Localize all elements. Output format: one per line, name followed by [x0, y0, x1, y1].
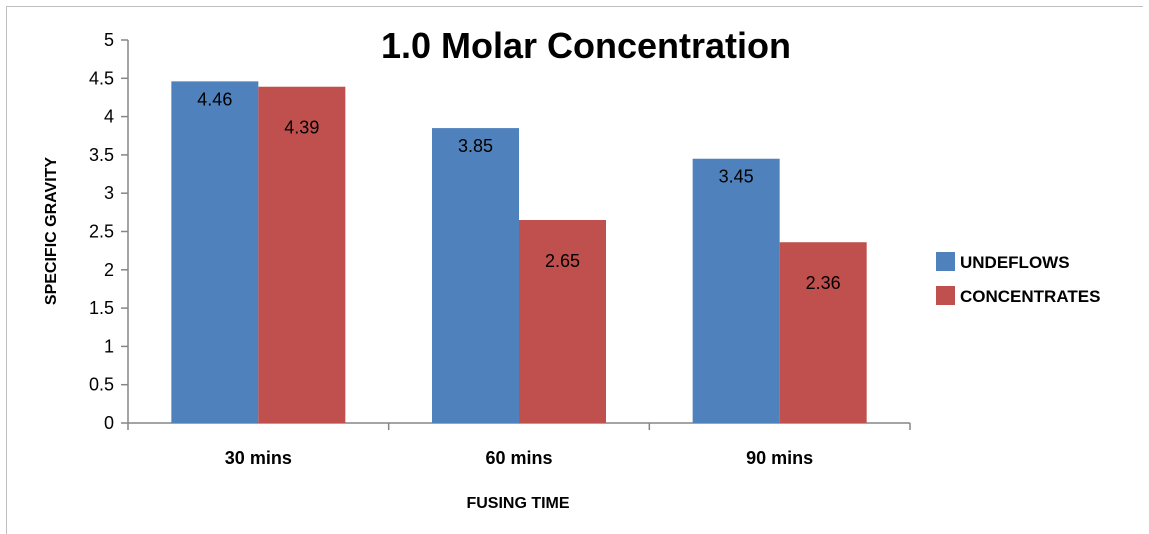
chart-title: 1.0 Molar Concentration: [381, 25, 791, 66]
x-category-label: 30 mins: [225, 448, 292, 468]
legend-label: UNDEFLOWS: [960, 253, 1070, 272]
legend-label: CONCENTRATES: [960, 287, 1100, 306]
x-category-label: 90 mins: [746, 448, 813, 468]
y-tick-label: 2: [104, 260, 114, 280]
data-label: 2.36: [806, 273, 841, 293]
y-tick-label: 5: [104, 30, 114, 50]
bar-concentrates-2: [519, 220, 606, 423]
data-label: 4.46: [197, 89, 232, 109]
y-tick-label: 0.5: [89, 375, 114, 395]
bar-undeflows-1: [171, 81, 259, 423]
bar-concentrates-1: [258, 86, 346, 423]
x-axis: 30 mins 60 mins 90 mins: [127, 422, 911, 468]
y-tick-label: 4.5: [89, 68, 114, 88]
bars: [171, 81, 867, 424]
y-tick-label: 2.5: [89, 222, 114, 242]
y-tick-label: 3: [104, 183, 114, 203]
data-label: 4.39: [284, 118, 319, 138]
legend: UNDEFLOWS CONCENTRATES: [936, 252, 1100, 306]
bar-undeflows-3: [692, 158, 780, 424]
data-labels: 4.46 4.39 3.85 2.65 3.45 2.36: [197, 89, 840, 293]
y-tick-label: 1: [104, 336, 114, 356]
y-tick-label: 3.5: [89, 145, 114, 165]
y-tick-label: 4: [104, 107, 114, 127]
legend-swatch: [936, 252, 955, 271]
x-axis-title: FUSING TIME: [466, 495, 569, 512]
data-label: 2.65: [545, 251, 580, 271]
legend-swatch: [936, 286, 955, 305]
y-tick-label: 1.5: [89, 298, 114, 318]
x-category-label: 60 mins: [485, 448, 552, 468]
y-tick-label: 0: [104, 413, 114, 433]
bar-concentrates-3: [779, 242, 867, 423]
bar-undeflows-2: [432, 128, 519, 423]
data-label: 3.45: [719, 167, 754, 187]
y-axis-title: SPECIFIC GRAVITY: [43, 157, 60, 305]
data-label: 3.85: [458, 136, 493, 156]
y-axis: 0 0.5 1 1.5 2 2.5 3 3.5 4 4.5 5: [89, 30, 129, 433]
